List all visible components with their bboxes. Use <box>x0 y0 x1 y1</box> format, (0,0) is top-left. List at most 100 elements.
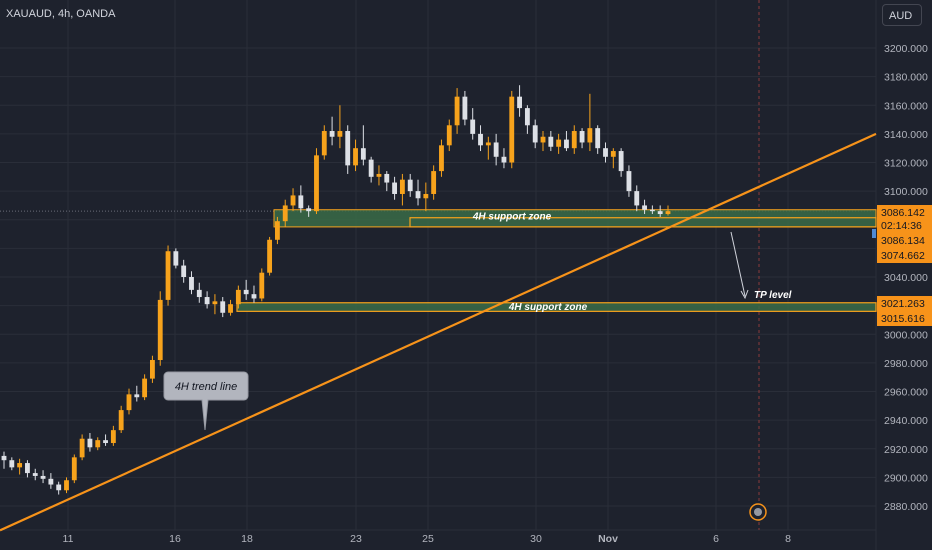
candle-body <box>548 136 554 147</box>
candle-body <box>9 460 15 468</box>
candle <box>40 470 46 484</box>
candle-body <box>321 131 327 156</box>
y-tick-label: 2900.000 <box>884 472 928 484</box>
candle-body <box>48 478 54 485</box>
candle <box>345 125 351 174</box>
candle <box>610 148 616 169</box>
price-axis: 2880.000 2900.000 2920.000 2940.000 2960.000… <box>884 43 928 513</box>
trend-line-callout[interactable]: 4H trend line <box>163 371 249 431</box>
candle <box>571 125 577 154</box>
candle <box>485 136 491 160</box>
candle <box>399 173 405 206</box>
candle-body <box>564 139 569 149</box>
candle-body <box>431 171 437 194</box>
candle <box>626 165 632 197</box>
candle <box>532 119 538 149</box>
price-tag-text: 3074.662 <box>881 250 925 262</box>
candle-body <box>251 294 257 299</box>
candle <box>48 473 54 489</box>
price-tag-bg <box>877 248 932 263</box>
candle-body <box>157 299 163 361</box>
candle-body <box>17 463 23 468</box>
y-tick-label: 2960.000 <box>884 387 928 399</box>
candle-body <box>196 289 202 298</box>
candle <box>243 279 249 300</box>
price-tag-text: 3021.263 <box>881 298 925 310</box>
candle-body <box>649 209 655 212</box>
currency-button[interactable]: AUD <box>882 4 922 26</box>
candle <box>415 179 421 206</box>
candle <box>579 128 585 149</box>
candle <box>618 148 624 177</box>
candle <box>25 460 30 478</box>
candle-body <box>32 473 38 476</box>
candle-body <box>454 96 460 126</box>
candle-body <box>290 195 296 206</box>
candle <box>189 271 194 295</box>
candle-body <box>189 277 194 290</box>
price-tag-text: 3015.616 <box>881 313 925 325</box>
candle-body <box>337 131 343 137</box>
lower-zone-bottom-tag: 3015.616 <box>877 311 932 326</box>
y-tick-label: 3000.000 <box>884 329 928 341</box>
candle-body <box>595 128 601 149</box>
candle <box>306 205 312 217</box>
x-tick-label: 11 <box>63 533 74 545</box>
price-tag-text: 3086.134 <box>881 235 925 247</box>
candle-body <box>540 136 546 143</box>
candle <box>56 481 62 495</box>
candle-body <box>103 440 108 444</box>
price-marker-icon <box>872 229 876 238</box>
candle-body <box>40 475 46 479</box>
candle <box>87 433 93 452</box>
candle-body <box>392 182 398 194</box>
candle <box>634 185 640 212</box>
candle <box>446 119 452 152</box>
candle-body <box>634 191 640 206</box>
candle-body <box>587 128 593 143</box>
candle <box>329 116 335 146</box>
price-tag-text: 3086.142 <box>881 207 925 219</box>
tp-arrow-shaft <box>730 231 746 297</box>
candle <box>71 454 77 484</box>
candle <box>212 294 218 315</box>
candle <box>470 108 476 140</box>
candle <box>368 156 374 183</box>
candle <box>564 131 569 152</box>
lower-zone-top-tag: 3021.263 <box>877 296 932 311</box>
candle <box>9 457 15 471</box>
candle-body <box>399 179 405 194</box>
candle-body <box>618 151 624 172</box>
candle <box>595 125 601 154</box>
upper-zone-outline <box>273 209 877 228</box>
y-tick-label: 3100.000 <box>884 186 928 198</box>
support-zones <box>236 209 877 312</box>
x-tick-label: Nov <box>598 533 618 545</box>
candle-body <box>79 438 85 458</box>
candle-body <box>470 119 476 134</box>
candle-body <box>95 440 101 448</box>
trend-line[interactable] <box>0 132 877 532</box>
countdown-tag: 02:14:36 <box>877 220 932 233</box>
candle-body <box>360 148 366 160</box>
candle-body <box>626 171 632 192</box>
candle-body <box>610 151 616 157</box>
candle <box>235 285 241 309</box>
y-tick-label: 2940.000 <box>884 415 928 427</box>
candle <box>126 388 132 415</box>
candle <box>657 205 663 217</box>
candle <box>540 131 546 152</box>
candle-body <box>376 173 382 177</box>
candle <box>360 125 366 166</box>
candle-body <box>150 360 155 379</box>
y-tick-label: 2920.000 <box>884 444 928 456</box>
candle-body <box>243 289 249 295</box>
candle-body <box>345 131 351 166</box>
candle <box>439 139 444 177</box>
candle <box>181 259 187 283</box>
candle-body <box>64 480 69 491</box>
candle-body <box>298 195 304 209</box>
x-tick-label: 25 <box>422 533 434 545</box>
